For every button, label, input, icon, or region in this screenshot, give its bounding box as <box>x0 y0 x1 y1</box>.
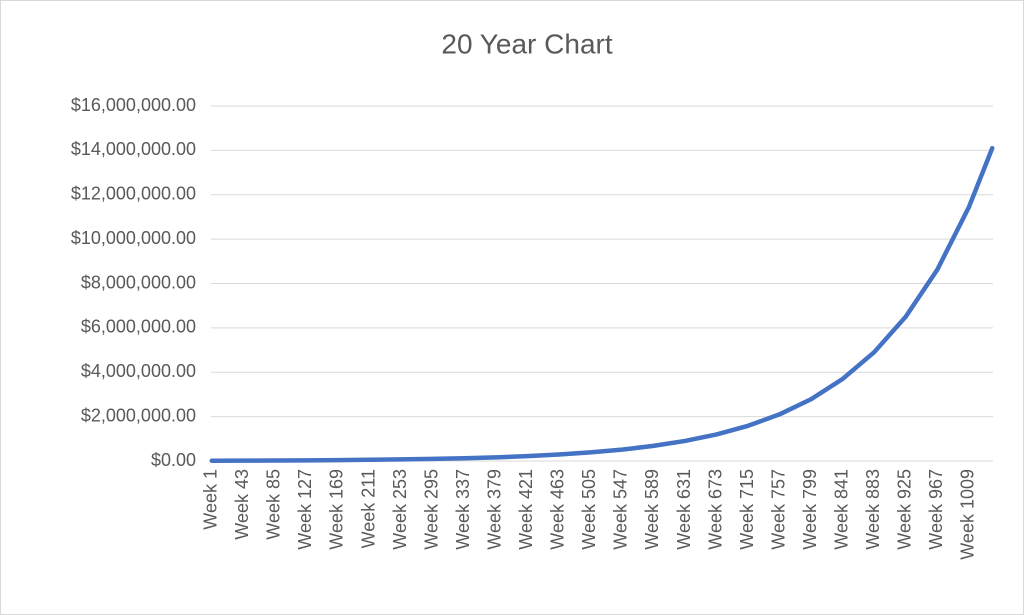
y-tick-label: $6,000,000.00 <box>81 317 196 337</box>
y-tick-label: $16,000,000.00 <box>71 95 196 115</box>
y-tick-label: $10,000,000.00 <box>71 228 196 248</box>
y-tick-label: $0.00 <box>151 450 196 470</box>
x-tick-label: Week 127 <box>295 469 315 550</box>
y-tick-label: $2,000,000.00 <box>81 405 196 425</box>
x-tick-label: Week 673 <box>705 469 725 550</box>
y-tick-label: $14,000,000.00 <box>71 139 196 159</box>
x-tick-label: Week 547 <box>611 469 631 550</box>
x-tick-label: Week 421 <box>516 469 536 550</box>
x-tick-label: Week 379 <box>484 469 504 550</box>
x-tick-label: Week 967 <box>926 469 946 550</box>
chart-title: 20 Year Chart <box>441 28 612 59</box>
x-tick-label: Week 799 <box>800 469 820 550</box>
x-tick-label: Week 841 <box>832 469 852 550</box>
y-tick-label: $4,000,000.00 <box>81 361 196 381</box>
x-tick-label: Week 715 <box>737 469 757 550</box>
x-tick-label: Week 85 <box>264 469 284 540</box>
y-tick-label: $8,000,000.00 <box>81 272 196 292</box>
x-tick-label: Week 883 <box>863 469 883 550</box>
x-tick-label: Week 631 <box>674 469 694 550</box>
x-tick-label: Week 1 <box>201 469 221 530</box>
x-tick-label: Week 211 <box>358 469 378 548</box>
y-tick-label: $12,000,000.00 <box>71 184 196 204</box>
x-tick-label: Week 589 <box>642 469 662 550</box>
x-tick-label: Week 505 <box>579 469 599 550</box>
x-tick-label: Week 1009 <box>958 469 978 560</box>
x-tick-label: Week 169 <box>327 469 347 550</box>
x-tick-label: Week 337 <box>453 469 473 550</box>
x-tick-label: Week 253 <box>390 469 410 550</box>
x-tick-label: Week 43 <box>232 469 252 540</box>
x-tick-label: Week 925 <box>895 469 915 550</box>
x-tick-label: Week 295 <box>421 469 441 550</box>
x-tick-label: Week 463 <box>548 469 568 550</box>
x-tick-label: Week 757 <box>768 469 788 550</box>
data-line <box>209 145 995 463</box>
